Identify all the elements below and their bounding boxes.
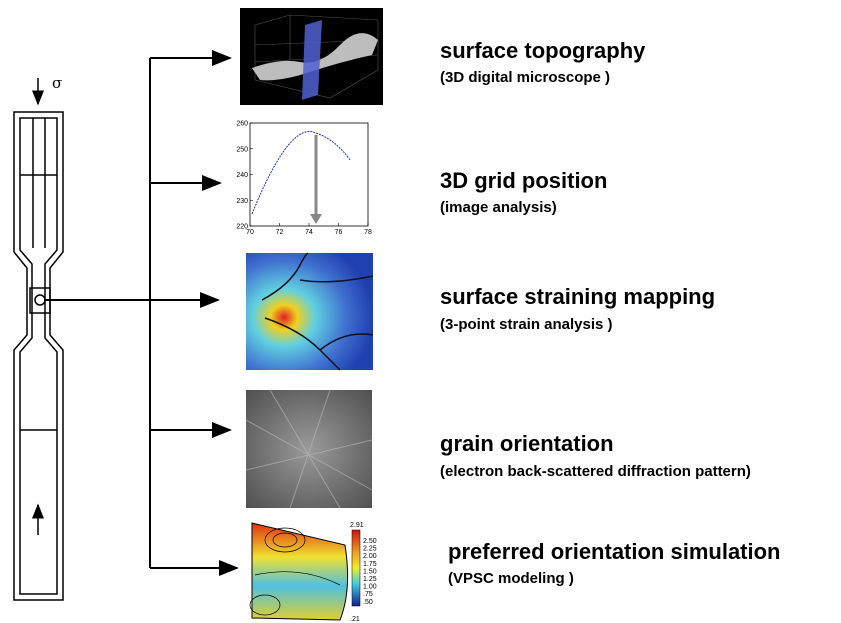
colorbar-label: 2.25 <box>363 546 377 553</box>
diagram: σ 7072747678220230240250260 2.91 .21 <box>0 0 841 623</box>
panel-title: 3D grid position <box>440 168 607 193</box>
colorbar-label: .50 <box>363 599 373 606</box>
connectors <box>45 58 237 568</box>
panel-subtitle: (3-point strain analysis ) <box>440 316 613 333</box>
pole-figure-image <box>250 523 360 620</box>
y-tick-label: 220 <box>236 224 248 231</box>
panel-subtitle: (3D digital microscope ) <box>440 69 610 86</box>
colorbar-max: 2.91 <box>350 522 364 529</box>
y-tick-label: 240 <box>236 172 248 179</box>
colorbar-label: 2.50 <box>363 538 377 545</box>
y-tick-label: 250 <box>236 146 248 153</box>
colorbar-min: .21 <box>350 616 360 623</box>
sigma-label: σ <box>52 74 62 92</box>
colorbar-label: 1.75 <box>363 561 377 568</box>
x-tick-label: 74 <box>305 229 313 236</box>
y-tick-label: 260 <box>236 121 248 128</box>
x-tick-label: 78 <box>364 229 372 236</box>
colorbar-label: 1.25 <box>363 576 377 583</box>
strain-map-image <box>246 253 373 370</box>
panel-title: grain orientation <box>440 431 614 456</box>
colorbar-label: .75 <box>363 591 373 598</box>
panel-title: preferred orientation simulation <box>448 539 781 564</box>
ebsd-image <box>246 390 372 508</box>
colorbar-label: 1.00 <box>363 584 377 591</box>
x-tick-label: 76 <box>335 229 343 236</box>
panel-subtitle: (electron back-scattered diffraction pat… <box>440 463 751 480</box>
panel-title: surface topography <box>440 38 646 63</box>
panel-texts: surface topography (3D digital microscop… <box>440 38 781 587</box>
y-tick-label: 230 <box>236 198 248 205</box>
colorbar-label: 2.00 <box>363 553 377 560</box>
specimen <box>14 78 63 600</box>
topography-image <box>240 8 383 105</box>
page: σ 7072747678220230240250260 2.91 .21 <box>0 0 841 623</box>
panel-subtitle: (VPSC modeling ) <box>448 570 574 587</box>
x-tick-label: 72 <box>276 229 284 236</box>
panel-title: surface straining mapping <box>440 284 715 309</box>
colorbar-label: 1.50 <box>363 568 377 575</box>
panel-subtitle: (image analysis) <box>440 199 557 216</box>
